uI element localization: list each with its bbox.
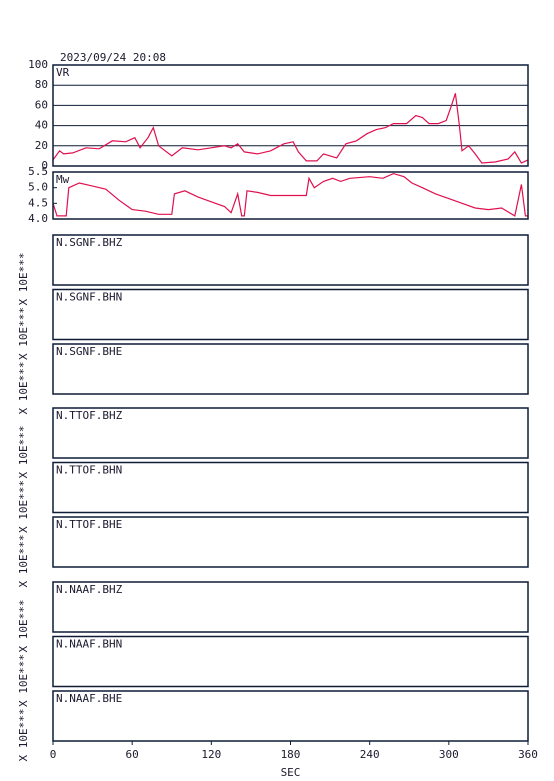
panel-frame — [52, 64, 529, 167]
trace-ylabel: X 10E*** — [17, 253, 30, 306]
trace-label: N.NAAF.BHZ — [56, 583, 123, 596]
trace-label: N.TTOF.BHE — [56, 518, 122, 531]
trace-label: N.NAAF.BHN — [56, 638, 122, 651]
trace-ylabel: X 10E*** — [17, 426, 30, 479]
trace-frame — [52, 234, 529, 286]
trace-ylabel: X 10E*** — [17, 307, 30, 360]
trace-frame — [52, 461, 529, 514]
trace-frame — [52, 635, 529, 688]
x-tick-label: 300 — [439, 748, 459, 761]
trace-frame — [52, 581, 529, 633]
trace-frame — [52, 690, 529, 742]
y-tick-label: 5.5 — [28, 165, 48, 178]
x-tick-label: 60 — [126, 748, 139, 761]
trace-ylabel: X 10E*** — [17, 480, 30, 533]
date: 2023/09/24 20:08 — [60, 51, 166, 64]
trace-label: N.SGNF.BHE — [56, 345, 122, 358]
trace-label: N.SGNF.BHN — [56, 291, 122, 304]
y-tick-label: 5.0 — [28, 181, 48, 194]
x-tick-label: 0 — [50, 748, 57, 761]
y-tick-label: 60 — [35, 98, 48, 111]
trace-label: N.TTOF.BHN — [56, 464, 122, 477]
x-tick-label: 360 — [518, 748, 538, 761]
trace-frame — [52, 516, 529, 568]
y-tick-label: 4.0 — [28, 212, 48, 225]
y-tick-label: 40 — [35, 119, 48, 132]
panel-frame — [52, 171, 529, 220]
trace-label: N.NAAF.BHE — [56, 692, 122, 705]
trace-frame — [52, 407, 529, 459]
trace-ylabel: X 10E*** — [17, 600, 30, 653]
data-line — [52, 172, 528, 217]
y-tick-label: 0 — [41, 159, 48, 172]
data-line — [52, 93, 529, 164]
x-tick-label: 240 — [360, 748, 380, 761]
y-tick-label: 80 — [35, 78, 48, 91]
panel-label: VR — [56, 66, 70, 79]
trace-ylabel: X 10E*** — [17, 535, 30, 588]
trace-label: N.TTOF.BHZ — [56, 409, 123, 422]
x-tick-label: 180 — [281, 748, 301, 761]
panel-label: Mw — [56, 173, 70, 186]
y-tick-label: 100 — [28, 58, 48, 71]
x-tick-label: 120 — [201, 748, 221, 761]
trace-frame — [52, 288, 529, 341]
trace-frame — [52, 343, 529, 395]
trace-ylabel: X 10E*** — [17, 709, 30, 762]
y-tick-label: 20 — [35, 139, 48, 152]
trace-ylabel: X 10E*** — [17, 654, 30, 707]
trace-ylabel: X 10E*** — [17, 362, 30, 415]
x-axis-label: SEC — [281, 766, 301, 779]
y-tick-label: 4.5 — [28, 196, 48, 209]
trace-label: N.SGNF.BHZ — [56, 236, 123, 249]
